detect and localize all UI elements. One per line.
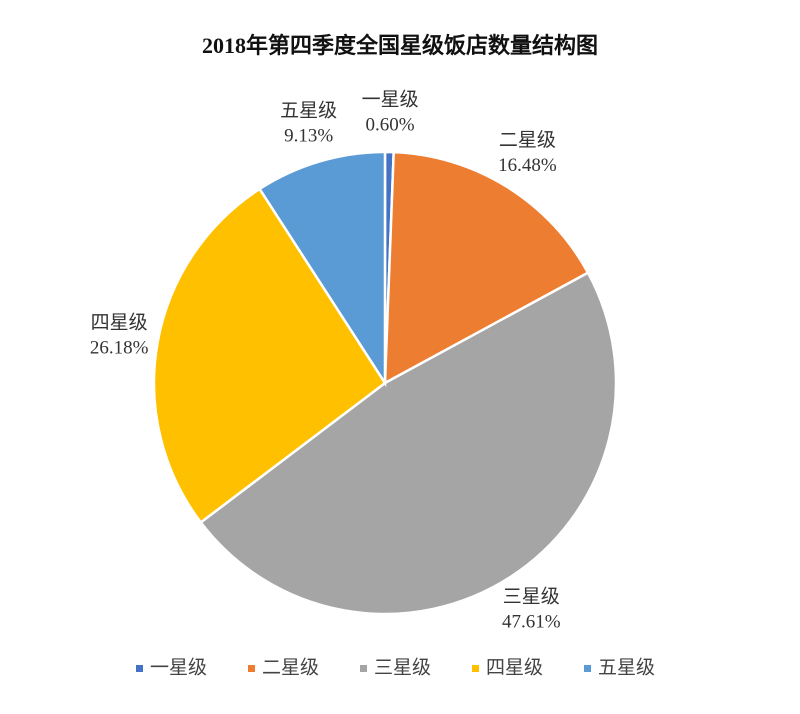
slice-value-label: 47.61% [502, 611, 561, 632]
pie-slice [383, 150, 590, 386]
slice-value-label: 16.48% [498, 155, 557, 176]
legend-label: 二星级 [262, 656, 319, 678]
legend-label: 一星级 [150, 656, 207, 678]
slice-category-label: 一星级 [362, 88, 419, 110]
legend-marker [136, 665, 143, 672]
legend-marker [248, 665, 255, 672]
slice-value-label: 9.13% [284, 125, 333, 146]
legend-label: 三星级 [374, 656, 431, 678]
slice-category-label: 五星级 [280, 99, 337, 121]
slice-category-label: 二星级 [499, 129, 556, 151]
legend-marker [360, 665, 367, 672]
legend-label: 四星级 [486, 656, 543, 678]
pie-slice [257, 150, 387, 388]
slice-category-label: 四星级 [91, 311, 148, 333]
slice-category-label: 三星级 [503, 585, 560, 607]
chart-title: 2018年第四季度全国星级饭店数量结构图 [202, 33, 598, 58]
legend-marker [472, 665, 479, 672]
legend-marker [584, 665, 591, 672]
pie-slice [152, 187, 387, 525]
legend-label: 五星级 [598, 656, 655, 678]
slice-value-label: 0.60% [366, 114, 415, 135]
pie-slice [199, 271, 618, 616]
slice-value-label: 26.18% [90, 337, 149, 358]
